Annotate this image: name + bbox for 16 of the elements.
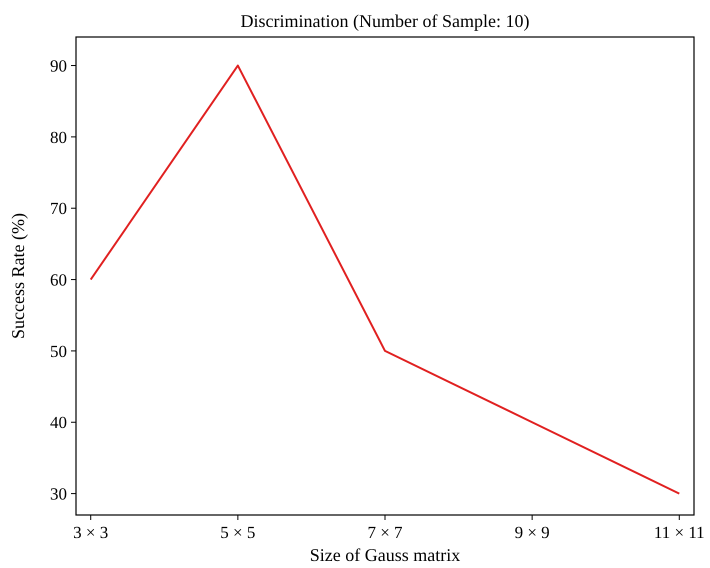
x-tick-label: 3 × 3: [73, 523, 108, 542]
x-tick-label: 7 × 7: [367, 523, 404, 542]
chart-title: Discrimination (Number of Sample: 10): [240, 11, 530, 31]
x-axis-title: Size of Gauss matrix: [310, 545, 460, 565]
x-tick-label: 5 × 5: [220, 523, 256, 542]
x-tick-label: 9 × 9: [514, 523, 550, 542]
y-tick-label: 90: [50, 56, 67, 76]
x-tick-label: 11 × 11: [654, 523, 705, 542]
y-tick-label: 40: [50, 413, 67, 432]
y-axis-title: Success Rate (%): [8, 213, 28, 339]
y-tick-label: 50: [50, 342, 67, 361]
line-series: [90, 64, 680, 495]
y-tick-label: 80: [50, 128, 67, 147]
y-tick-label: 70: [50, 199, 67, 218]
y-tick-label: 30: [50, 484, 67, 504]
y-tick-label: 60: [50, 270, 67, 290]
